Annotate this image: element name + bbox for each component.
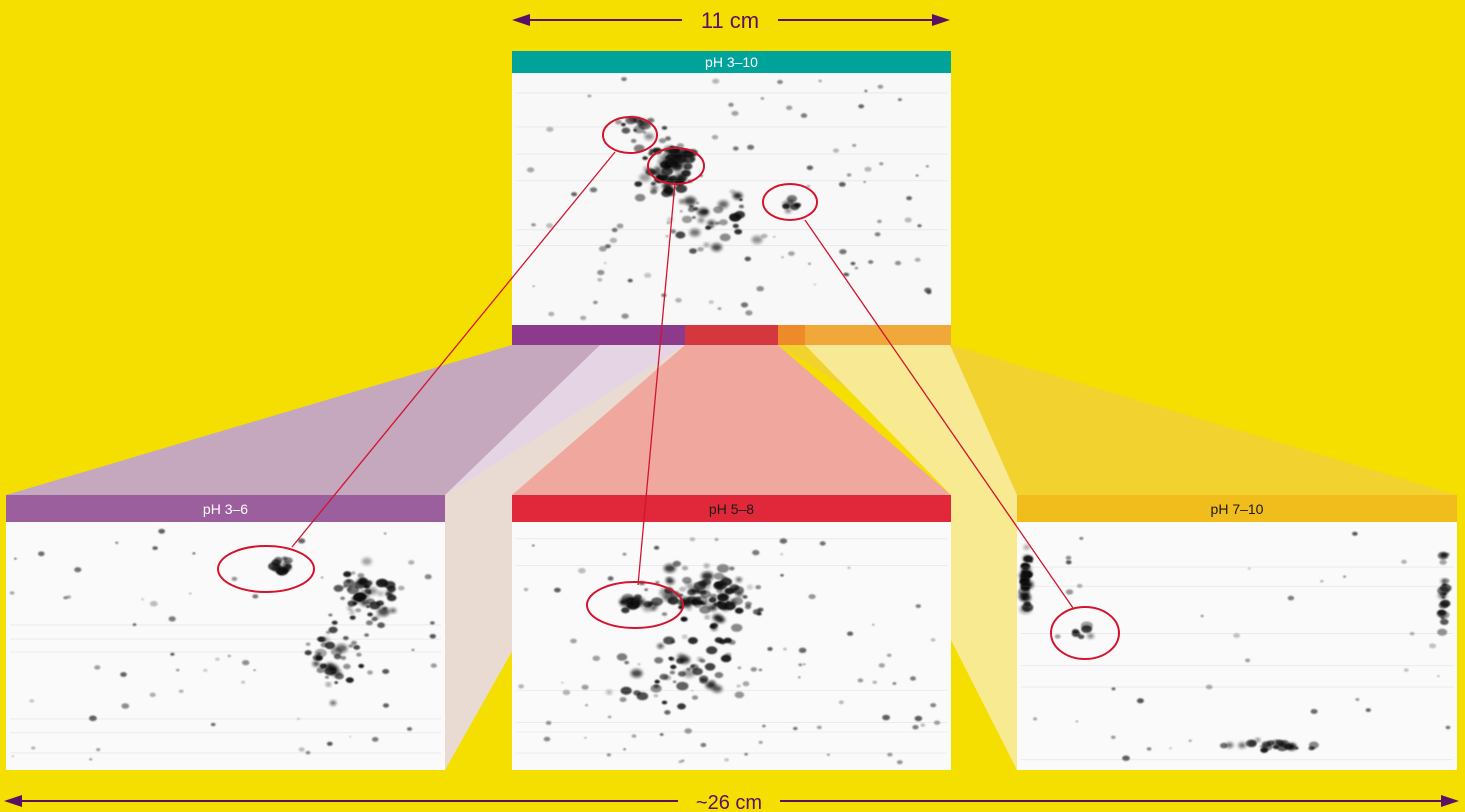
gel-basic-header — [1017, 495, 1457, 522]
gel-basic-label: pH 7–10 — [1211, 501, 1264, 517]
gel-neutral-header — [512, 495, 951, 522]
highlight-circle-basic — [1050, 606, 1120, 660]
ph-range-bar-acidic — [512, 325, 685, 345]
highlight-circle-full-1 — [602, 116, 658, 154]
dimension-arrow-top — [512, 14, 950, 26]
highlight-circle-acidic — [217, 545, 315, 593]
gel-acidic-spots — [9, 528, 441, 761]
gel-neutral-spots — [516, 537, 947, 765]
gel-basic-image — [1017, 522, 1457, 770]
highlight-circle-full-2 — [647, 147, 705, 185]
highlight-circle-full-3 — [762, 183, 818, 221]
dimension-label-bottom: ~26 cm — [696, 792, 762, 812]
ph-range-bar-neutral — [685, 325, 778, 345]
ph-range-bar-basic — [805, 325, 951, 345]
gel-acidic-label: pH 3–6 — [203, 501, 248, 517]
gel-acidic-image — [6, 522, 445, 770]
gel-full-header — [512, 51, 951, 73]
gel-acidic-header — [6, 495, 445, 522]
connector-line-acidic — [291, 151, 616, 548]
gel-full-image — [512, 73, 951, 325]
ph-range-bar-overlap — [778, 325, 805, 345]
gel-basic-spots — [1018, 531, 1453, 761]
projection-neutral — [512, 345, 951, 495]
gel-neutral-label: pH 5–8 — [709, 501, 754, 517]
gel-full-label: pH 3–10 — [705, 54, 758, 70]
connector-line-basic — [804, 219, 1074, 609]
highlight-circle-neutral — [586, 581, 684, 629]
projection-acidic — [6, 345, 685, 495]
connector-line-neutral — [637, 182, 676, 586]
dimension-label-top: 11 cm — [701, 8, 759, 33]
gel-neutral-image — [512, 522, 951, 770]
gel-full-spots — [516, 77, 947, 321]
dimension-arrow-bottom — [4, 795, 1459, 807]
